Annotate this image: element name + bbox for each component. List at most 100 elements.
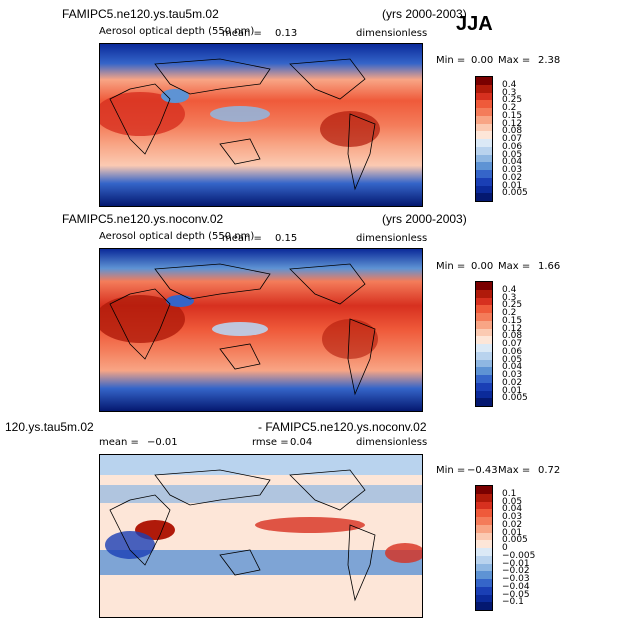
panel-1-low-pacific	[210, 106, 270, 122]
colorbar-swatch	[476, 131, 492, 139]
colorbar-label: 0.12	[502, 323, 523, 334]
colorbar-label: 0.15	[502, 110, 523, 121]
colorbar-label: 0.25	[502, 300, 523, 311]
panel-3-colorbar	[475, 485, 493, 611]
colorbar-swatch	[476, 579, 492, 587]
panel-2-colorbar	[475, 281, 493, 407]
colorbar-label: 0.03	[502, 165, 523, 175]
panel-2-units: dimensionless	[356, 233, 428, 244]
colorbar-swatch	[476, 493, 492, 502]
colorbar-label: 0.005	[502, 188, 528, 199]
colorbar-swatch	[476, 509, 492, 517]
panel-2-title-right: (yrs 2000-2003)	[382, 212, 467, 226]
panel-1-title-right: (yrs 2000-2003)	[382, 7, 467, 21]
panel-2-min-value: 0.00	[471, 261, 494, 272]
panel-2-title-left: FAMIPC5.ne120.ys.noconv.02	[62, 212, 224, 226]
colorbar-label: 0.4	[502, 284, 517, 295]
colorbar-swatch	[476, 123, 492, 132]
panel-1-low-tibet	[161, 89, 189, 103]
panel-2-mean-value: 0.15	[275, 233, 298, 244]
colorbar-label: −0.04	[502, 581, 530, 592]
colorbar-label: 0.03	[502, 370, 523, 380]
colorbar-swatch	[476, 548, 492, 556]
colorbar-swatch	[476, 282, 492, 290]
colorbar-swatch	[476, 162, 492, 170]
colorbar-swatch	[476, 563, 492, 572]
colorbar-label: 0.02	[502, 377, 523, 388]
colorbar-swatch	[476, 602, 492, 610]
panel-2-max-value: 1.66	[538, 261, 561, 272]
colorbar-label: 0.005	[502, 535, 528, 546]
colorbar-swatch	[476, 193, 492, 201]
colorbar-label: 0.05	[502, 149, 523, 160]
panel-1-max-label: Max =	[498, 55, 531, 66]
panel-2-min-label: Min =	[436, 261, 466, 272]
colorbar-label: −0.02	[502, 566, 530, 577]
colorbar-swatch	[476, 398, 492, 406]
colorbar-swatch	[476, 540, 492, 548]
colorbar-label: 0.06	[502, 346, 523, 357]
colorbar-label: 0.3	[502, 87, 517, 98]
panel-1-max-value: 2.38	[538, 55, 561, 66]
panel-1-mean-label: mean =	[222, 28, 262, 39]
panel-2-variable: Aerosol optical depth (550 nm)	[99, 231, 255, 242]
panel-2-hotspot-samerica	[322, 319, 378, 359]
colorbar-label: 0.05	[502, 496, 523, 507]
colorbar-swatch	[476, 328, 492, 337]
colorbar-swatch	[476, 313, 492, 321]
colorbar-label: 0.08	[502, 331, 523, 342]
panel-3-rmse-value: 0.04	[290, 437, 313, 448]
colorbar-swatch	[476, 501, 492, 510]
colorbar-swatch	[476, 177, 492, 186]
colorbar-label: 0.4	[502, 79, 517, 90]
colorbar-swatch	[476, 486, 492, 494]
colorbar-swatch	[476, 594, 492, 603]
panel-3-pos-atlantic	[385, 543, 422, 563]
panel-3-units: dimensionless	[356, 437, 428, 448]
colorbar-swatch	[476, 154, 492, 163]
colorbar-swatch	[476, 367, 492, 375]
colorbar-swatch	[476, 139, 492, 147]
colorbar-swatch	[476, 170, 492, 178]
season-label: JJA	[456, 13, 493, 35]
panel-3-map	[99, 454, 423, 618]
colorbar-label: 0.3	[502, 292, 517, 303]
colorbar-swatch	[476, 77, 492, 85]
colorbar-swatch	[476, 100, 492, 108]
colorbar-label: 0.07	[502, 134, 523, 144]
colorbar-label: 0.05	[502, 354, 523, 365]
colorbar-label: −0.05	[502, 589, 530, 600]
colorbar-label: 0.04	[502, 157, 523, 168]
panel-2-low-tibet	[166, 295, 194, 307]
colorbar-label: 0.1	[502, 488, 517, 499]
colorbar-swatch	[476, 305, 492, 313]
colorbar-swatch	[476, 532, 492, 541]
panel-3-mean-label: mean =	[99, 437, 139, 448]
colorbar-label: −0.01	[502, 558, 530, 569]
panel-3-min-value: −0.43	[467, 465, 498, 476]
colorbar-swatch	[476, 108, 492, 116]
colorbar-label: 0	[502, 543, 508, 553]
colorbar-swatch	[476, 84, 492, 93]
colorbar-swatch	[476, 359, 492, 368]
panel-3-title-right: - FAMIPC5.ne120.ys.noconv.02	[258, 420, 427, 434]
panel-3-pos-pacific	[255, 517, 365, 533]
colorbar-label: 0.25	[502, 95, 523, 106]
colorbar-label: −0.005	[502, 550, 536, 561]
panel-1-map	[99, 43, 423, 207]
panel-2-hotspot-africa	[100, 295, 185, 343]
colorbar-label: 0.2	[502, 308, 517, 318]
panel-2-low-pacific	[212, 322, 268, 336]
panel-2-coastlines	[109, 263, 376, 396]
panel-2-map-svg	[100, 249, 422, 411]
colorbar-swatch	[476, 571, 492, 579]
colorbar-label: 0.12	[502, 118, 523, 129]
colorbar-swatch	[476, 320, 492, 329]
colorbar-label: 0.04	[502, 362, 523, 373]
colorbar-label: 0.02	[502, 519, 523, 530]
panel-1-mean-value: 0.13	[275, 28, 298, 39]
colorbar-swatch	[476, 92, 492, 101]
panel-3-band-north	[100, 455, 422, 475]
colorbar-label: 0.07	[502, 339, 523, 349]
colorbar-label: 0.01	[502, 180, 523, 191]
